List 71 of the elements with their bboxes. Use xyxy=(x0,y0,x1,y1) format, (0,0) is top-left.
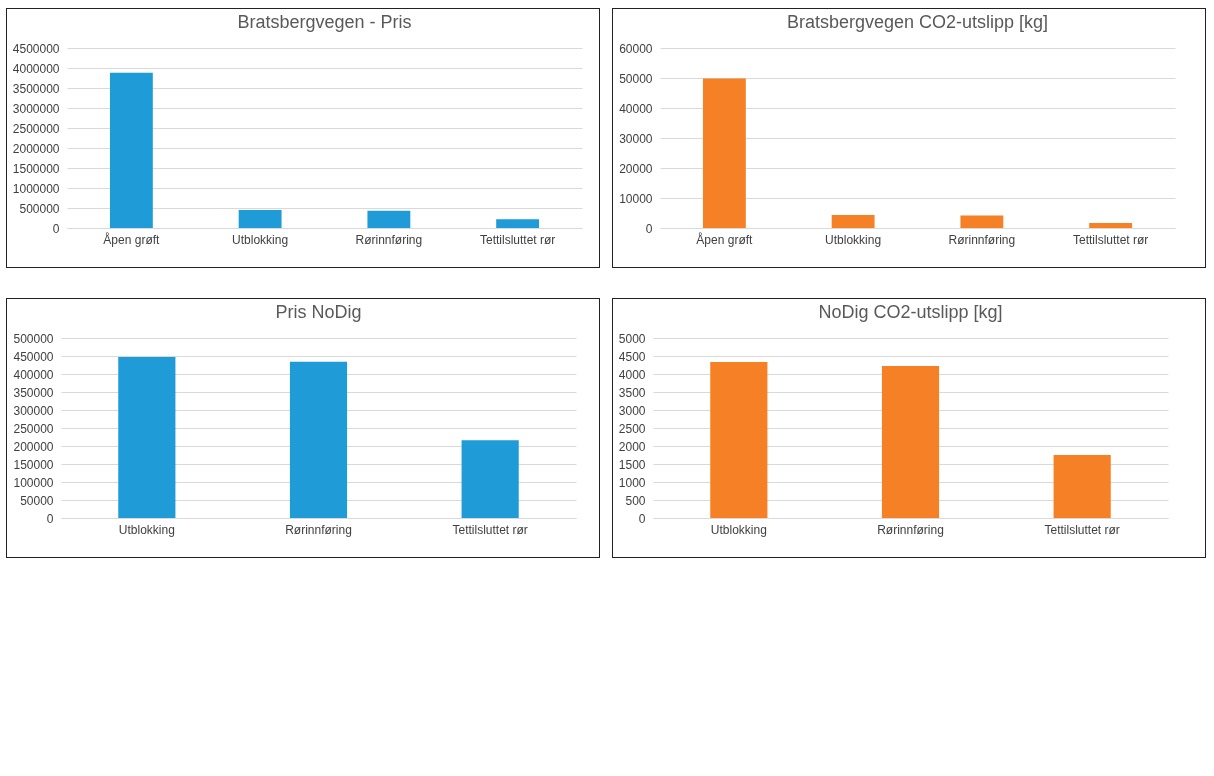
y-tick-label: 5000 xyxy=(618,331,646,346)
bar xyxy=(702,78,746,228)
x-tick-label: Åpen grøft xyxy=(103,231,161,247)
y-tick-label: 20000 xyxy=(619,161,653,176)
bar xyxy=(367,210,411,228)
y-tick-label: 400000 xyxy=(13,367,54,382)
y-tick-label: 0 xyxy=(46,511,54,526)
x-tick-label: Åpen grøft xyxy=(696,231,754,247)
bar xyxy=(960,215,1004,228)
y-tick-label: 1500 xyxy=(618,457,646,472)
y-tick-label: 50000 xyxy=(619,71,653,86)
chart-title: Pris NoDig xyxy=(275,302,362,322)
y-tick-label: 150000 xyxy=(13,457,54,472)
y-tick-label: 0 xyxy=(645,221,653,236)
y-tick-label: 200000 xyxy=(13,439,54,454)
y-tick-label: 50000 xyxy=(20,493,54,508)
chart-title: Bratsbergvegen - Pris xyxy=(237,12,412,32)
y-tick-label: 4500 xyxy=(618,349,646,364)
x-tick-label: Rørinnføring xyxy=(948,232,1016,247)
y-tick-label: 30000 xyxy=(619,131,653,146)
bar xyxy=(118,357,176,518)
bar xyxy=(496,219,540,228)
y-tick-label: 450000 xyxy=(13,349,54,364)
x-tick-label: Tettilsluttet rør xyxy=(479,232,556,247)
x-tick-label: Utblokking xyxy=(710,522,767,537)
y-tick-label: 300000 xyxy=(13,403,54,418)
x-tick-label: Rørinnføring xyxy=(877,522,944,537)
y-tick-label: 1000000 xyxy=(12,181,60,196)
y-tick-label: 10000 xyxy=(619,191,653,206)
y-tick-label: 4000 xyxy=(618,367,646,382)
y-tick-label: 4500000 xyxy=(12,41,60,56)
y-tick-label: 500 xyxy=(625,493,646,508)
y-tick-label: 3500000 xyxy=(12,81,60,96)
x-tick-label: Rørinnføring xyxy=(285,522,352,537)
y-tick-label: 350000 xyxy=(13,385,54,400)
y-tick-label: 3000000 xyxy=(12,101,60,116)
y-tick-label: 2000 xyxy=(618,439,646,454)
x-tick-label: Tettilsluttet rør xyxy=(452,522,528,537)
y-tick-label: 1000 xyxy=(618,475,646,490)
x-tick-label: Utblokking xyxy=(232,232,289,247)
bar xyxy=(881,366,940,518)
y-tick-label: 500000 xyxy=(19,201,60,216)
y-tick-label: 3000 xyxy=(618,403,646,418)
y-tick-label: 500000 xyxy=(13,331,54,346)
bar xyxy=(710,362,768,518)
chart-title: Bratsbergvegen CO2-utslipp [kg] xyxy=(786,12,1049,32)
y-tick-label: 2500000 xyxy=(12,121,60,136)
bar xyxy=(831,215,875,228)
y-tick-label: 0 xyxy=(52,221,60,236)
y-tick-label: 4000000 xyxy=(12,61,60,76)
y-tick-label: 100000 xyxy=(13,475,54,490)
bar xyxy=(461,440,519,518)
x-tick-label: Utblokking xyxy=(118,522,175,537)
y-tick-label: 0 xyxy=(638,511,646,526)
y-tick-label: 3500 xyxy=(618,385,646,400)
x-tick-label: Tettilsluttet rør xyxy=(1072,232,1149,247)
y-tick-label: 2000000 xyxy=(12,141,60,156)
bar xyxy=(1053,455,1111,518)
x-tick-label: Tettilsluttet rør xyxy=(1044,522,1120,537)
y-tick-label: 1500000 xyxy=(12,161,60,176)
bar xyxy=(289,361,348,518)
y-tick-label: 40000 xyxy=(619,101,653,116)
bar xyxy=(109,72,153,228)
bar xyxy=(238,210,282,228)
y-tick-label: 60000 xyxy=(619,41,653,56)
x-tick-label: Rørinnføring xyxy=(355,232,423,247)
y-tick-label: 2500 xyxy=(618,421,646,436)
chart-title: NoDig CO2-utslipp [kg] xyxy=(818,302,1003,322)
bar xyxy=(1089,222,1133,228)
x-tick-label: Utblokking xyxy=(825,232,882,247)
y-tick-label: 250000 xyxy=(13,421,54,436)
